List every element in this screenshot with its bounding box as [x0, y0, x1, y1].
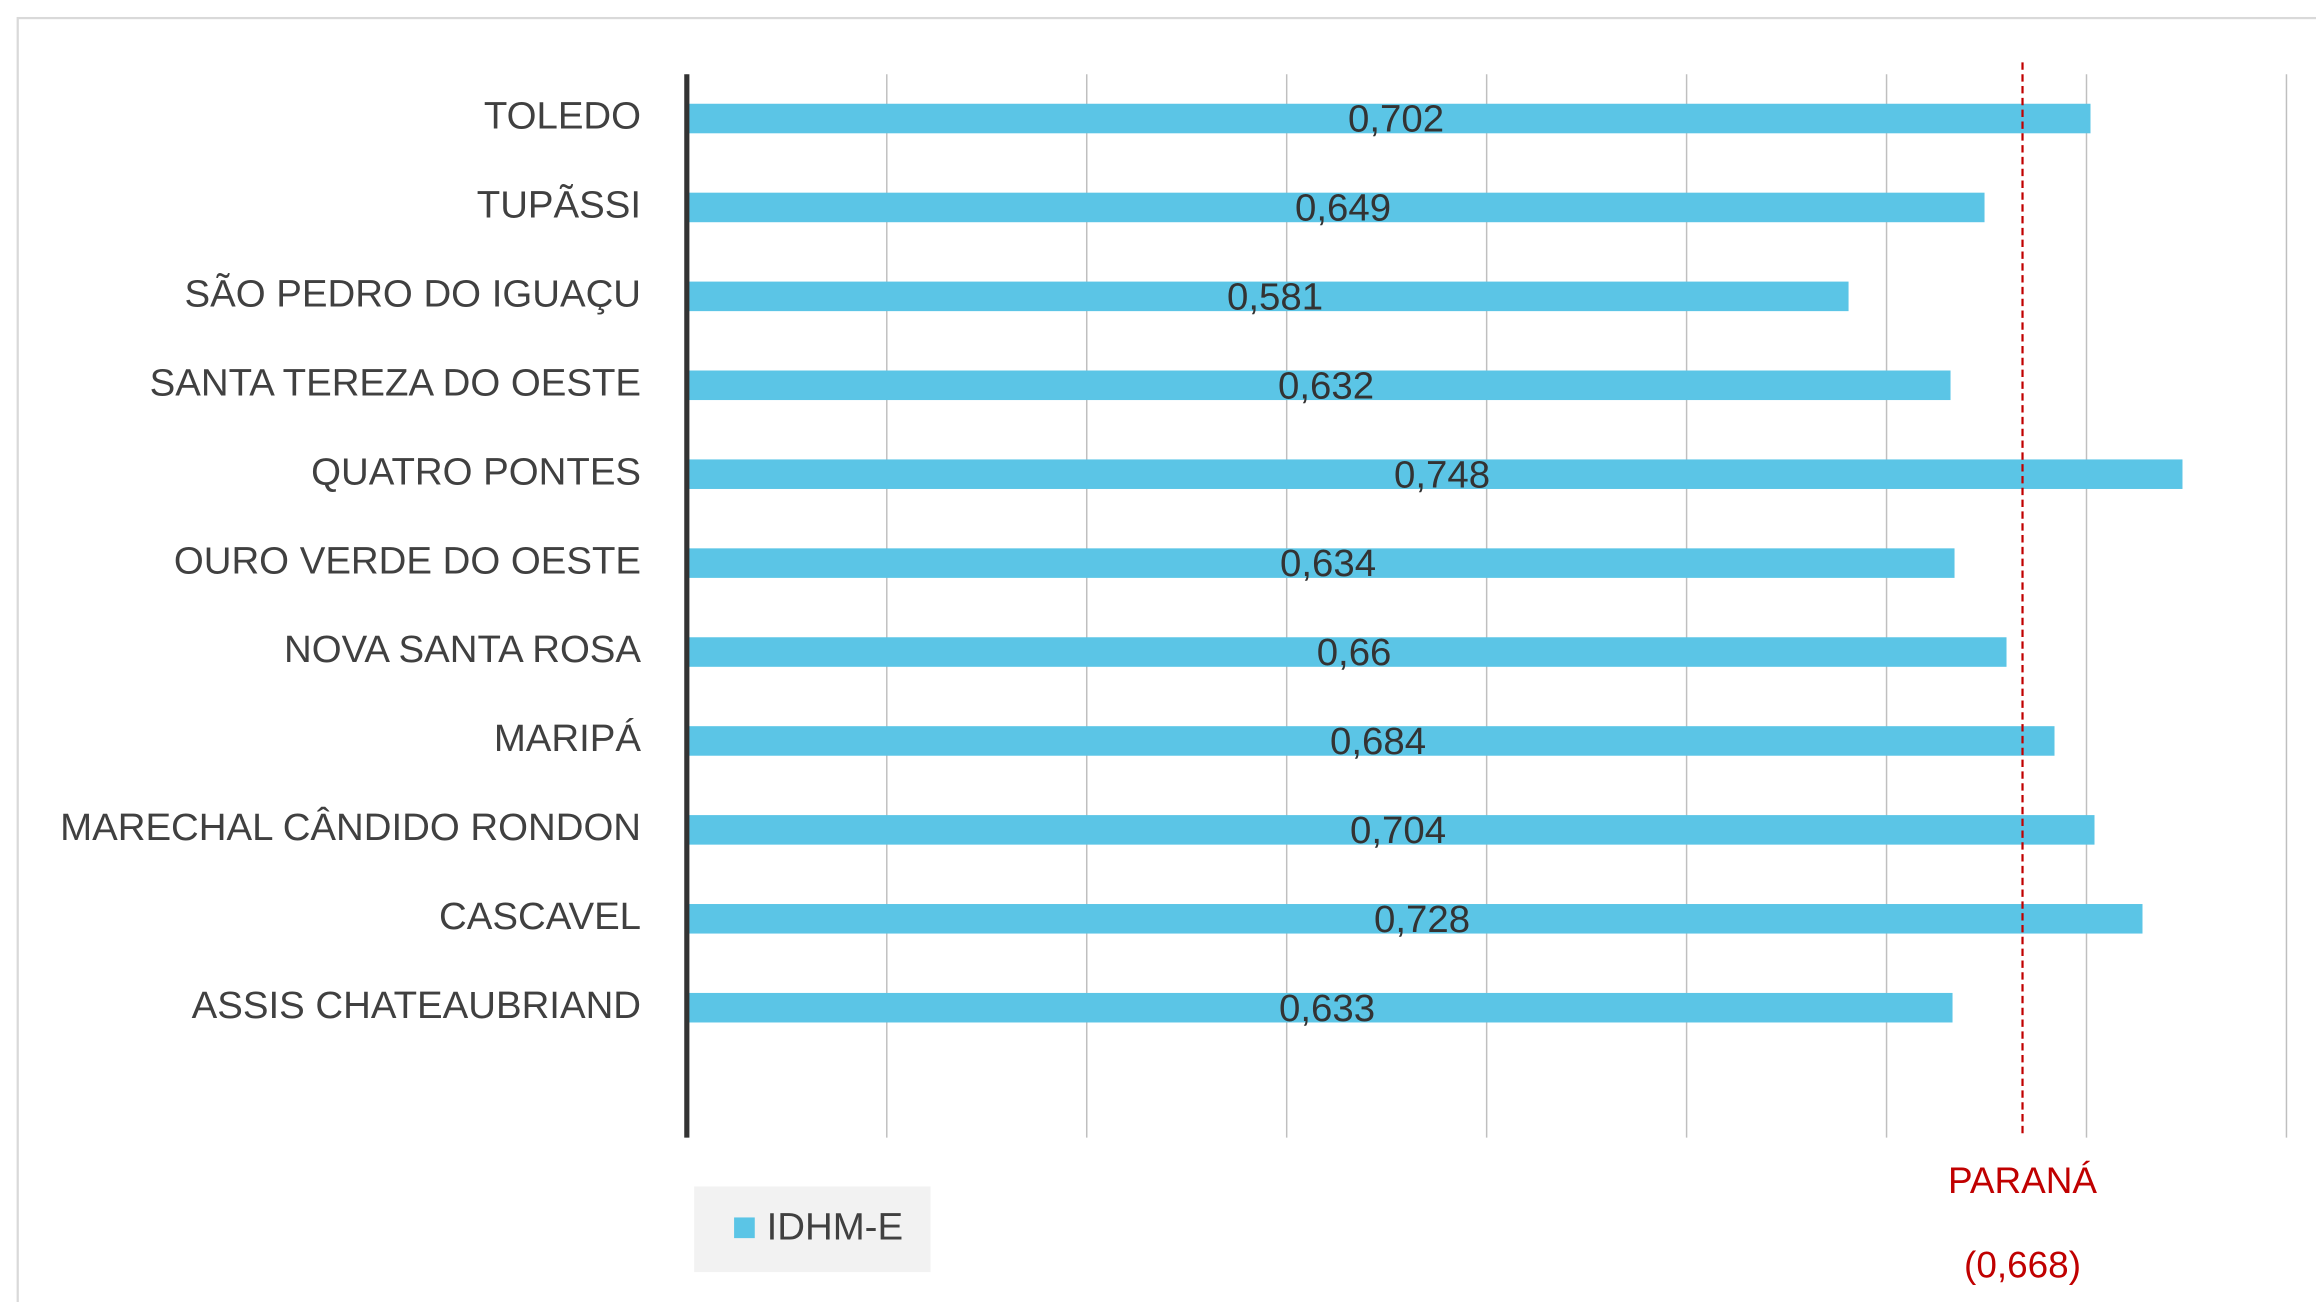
bar	[686, 281, 1849, 312]
value-label: 0,702	[1348, 98, 1444, 141]
y-tick-label: ASSIS CHATEAUBRIAND	[192, 984, 641, 1027]
y-tick-label: SÃO PEDRO DO IGUAÇU	[185, 273, 642, 316]
value-label: 0,633	[1279, 987, 1375, 1030]
legend-label: IDHM-E	[767, 1205, 904, 1248]
y-tick-label: MARECHAL CÂNDIDO RONDON	[60, 806, 641, 849]
bar	[686, 192, 1985, 223]
legend-swatch	[734, 1217, 755, 1239]
y-tick-label: QUATRO PONTES	[311, 450, 641, 493]
y-tick-label: TUPÃSSI	[477, 184, 641, 227]
bar	[686, 815, 2095, 845]
bar	[686, 726, 2055, 756]
bar	[686, 103, 2091, 134]
bar	[686, 637, 2007, 667]
value-label: 0,581	[1227, 275, 1323, 318]
y-tick-label: TOLEDO	[484, 95, 641, 138]
value-label: 0,649	[1295, 187, 1391, 230]
y-tick-label: MARIPÁ	[494, 717, 642, 760]
y-tick-label: SANTA TEREZA DO OESTE	[150, 361, 641, 404]
value-label: 0,66	[1317, 631, 1392, 674]
y-tick-label: OURO VERDE DO OESTE	[174, 539, 641, 582]
legend-box	[694, 1186, 931, 1273]
value-label: 0,634	[1280, 542, 1376, 585]
value-label: 0,748	[1394, 453, 1490, 496]
bar	[686, 904, 2143, 934]
bar	[686, 459, 2183, 489]
reference-label: PARANÁ	[1948, 1160, 2097, 1201]
value-label: 0,704	[1350, 809, 1446, 852]
y-tick-label: NOVA SANTA ROSA	[284, 628, 641, 671]
bar	[686, 370, 1951, 401]
value-label: 0,728	[1374, 898, 1470, 941]
y-tick-label: CASCAVEL	[439, 895, 641, 938]
value-label: 0,684	[1330, 720, 1426, 763]
value-label: 0,632	[1278, 364, 1374, 407]
bar	[686, 548, 1955, 578]
bar	[686, 992, 1953, 1023]
reference-value-label: (0,668)	[1964, 1244, 2081, 1285]
